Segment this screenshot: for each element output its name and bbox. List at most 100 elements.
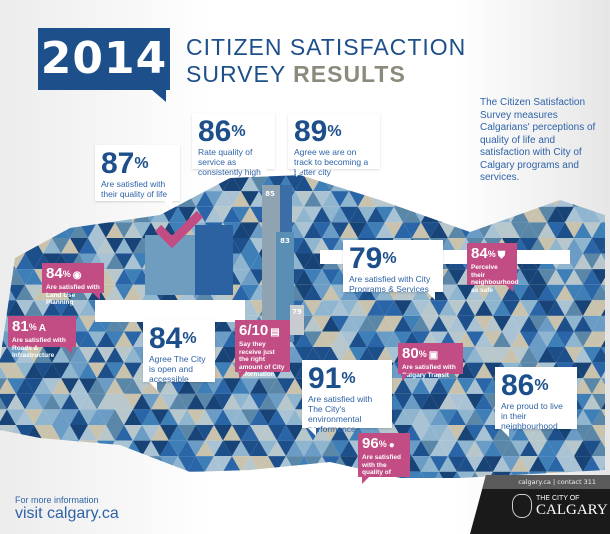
mosaic-tile: [376, 191, 394, 207]
mosaic-tile: [583, 393, 601, 410]
mosaic-tile: [547, 284, 565, 301]
mosaic-tile: [592, 191, 605, 207]
mosaic-tile: [250, 471, 268, 478]
mosaic-tile: [466, 191, 484, 207]
mosaic-tile: [106, 393, 124, 410]
mosaic-tile: [7, 206, 25, 223]
mosaic-tile: [565, 269, 583, 285]
mosaic-tile: [457, 206, 475, 223]
mosaic-tile: [430, 440, 448, 457]
mosaic-tile: [565, 315, 583, 332]
mosaic-tile: [97, 378, 115, 394]
mosaic-tile: [178, 409, 196, 425]
mosaic-tile: [313, 206, 331, 223]
mosaic-tile: [439, 409, 457, 425]
mosaic-tile: [160, 409, 178, 425]
mosaic-tile: [421, 191, 439, 207]
mosaic-tile: [43, 237, 61, 254]
mosaic-tile: [223, 456, 241, 472]
mosaic-tile: [493, 222, 511, 238]
mosaic-tile: [79, 206, 97, 223]
mosaic-tile: [457, 393, 475, 410]
mosaic-tile: [187, 393, 205, 410]
mosaic-tile: [142, 409, 160, 425]
mosaic-tile: [466, 378, 484, 394]
mosaic-tile: [457, 300, 475, 316]
mosaic-tile: [16, 300, 34, 316]
mosaic-tile: [439, 300, 457, 316]
mosaic-tile: [0, 284, 7, 301]
stat-label: Agree we are on track to becoming a bett…: [294, 147, 369, 177]
mosaic-tile: [466, 440, 484, 457]
mosaic-tile: [133, 471, 151, 478]
mosaic-tile: [538, 191, 556, 207]
mosaic-tile: [331, 300, 349, 316]
stat-quality-of-life: 87% Are satisfied with their quality of …: [95, 145, 180, 209]
mosaic-tile: [403, 175, 421, 192]
mosaic-tile: [0, 237, 7, 254]
mosaic-tile: [538, 300, 556, 316]
mosaic-tile: [511, 331, 529, 348]
mosaic-tile: [259, 440, 277, 457]
mosaic-tile: [52, 237, 70, 254]
mosaic-tile: [403, 378, 421, 394]
mosaic-tile: [583, 409, 601, 425]
city-of-calgary-logo: THE CITY OF CALGARY: [512, 494, 608, 518]
mosaic-tile: [43, 471, 61, 478]
mosaic-tile: [358, 300, 376, 316]
mosaic-tile: [511, 347, 529, 363]
website-link[interactable]: visit calgary.ca: [15, 505, 119, 522]
mosaic-tile: [592, 347, 605, 363]
mosaic-tile: [430, 393, 448, 410]
mosaic-tile: [241, 222, 259, 238]
mosaic-tile: [556, 300, 574, 316]
mosaic-tile: [250, 424, 268, 441]
mosaic-tile: [196, 378, 214, 394]
mosaic-tile: [0, 222, 16, 238]
mosaic-tile: [241, 269, 259, 285]
stat-value: 91: [308, 362, 342, 395]
mosaic-tile: [124, 424, 142, 441]
mosaic-tile: [313, 191, 331, 207]
mosaic-tile: [367, 315, 385, 332]
mosaic-tile: [421, 378, 439, 394]
mosaic-tile: [214, 315, 232, 332]
mosaic-tile: [241, 191, 259, 207]
footer-info: For more information visit calgary.ca: [15, 495, 119, 523]
mosaic-tile: [583, 206, 601, 223]
mosaic-tile: [61, 175, 79, 192]
mosaic-tile: [430, 378, 448, 394]
mosaic-tile: [0, 253, 16, 270]
mosaic-tile: [16, 222, 34, 238]
mosaic-tile: [115, 471, 133, 478]
mosaic-tile: [565, 424, 583, 441]
mosaic-tile: [295, 237, 313, 254]
mosaic-tile: [376, 284, 394, 301]
mosaic-tile: [448, 456, 466, 472]
mosaic-tile: [457, 284, 475, 301]
mosaic-tile: [106, 347, 124, 363]
mosaic-tile: [79, 393, 97, 410]
mosaic-tile: [511, 424, 529, 441]
mosaic-tile: [322, 222, 340, 238]
mosaic-tile: [412, 331, 430, 348]
contact-strip: calgary.ca | contact 311: [470, 475, 610, 489]
mosaic-tile: [214, 331, 232, 348]
mosaic-tile: [421, 175, 439, 192]
mosaic-tile: [61, 471, 79, 478]
stat-unit: %: [28, 322, 37, 332]
mosaic-tile: [115, 331, 133, 348]
mosaic-tile: [205, 440, 223, 457]
mosaic-tile: [259, 471, 277, 478]
mosaic-tile: [43, 409, 61, 425]
mosaic-tile: [52, 347, 70, 363]
mosaic-tile: [88, 424, 106, 441]
mosaic-tile: [367, 222, 385, 238]
mosaic-tile: [511, 206, 529, 223]
mosaic-tile: [529, 440, 547, 457]
mosaic-tile: [520, 440, 538, 457]
mosaic-tile: [376, 424, 394, 441]
mosaic-tile: [484, 456, 502, 472]
mosaic-tile: [160, 471, 178, 478]
mosaic-tile: [61, 191, 79, 207]
